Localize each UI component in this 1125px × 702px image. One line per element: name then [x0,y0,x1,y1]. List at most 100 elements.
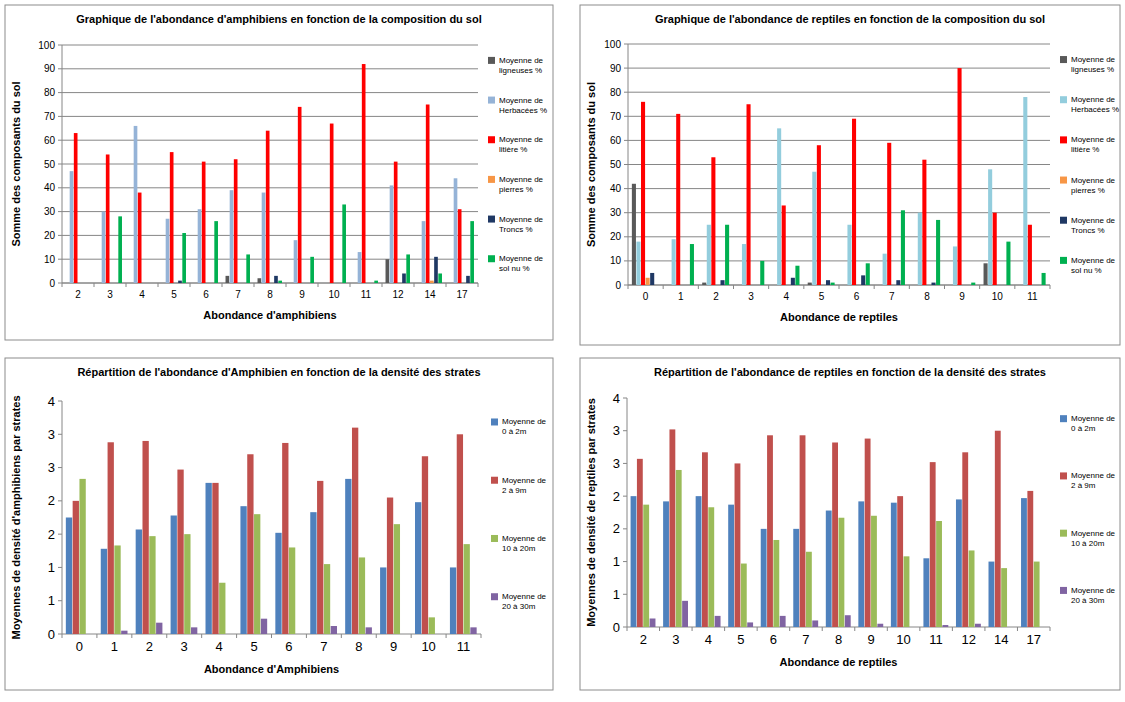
bar [839,518,845,627]
y-tick [58,500,62,501]
bar [294,240,298,283]
x-tick-label: 9 [299,289,305,300]
bar [247,454,253,634]
bar [676,114,680,285]
legend-label: Moyenne deHerbacées % [499,96,547,115]
bar [457,434,463,634]
legend-swatch [1060,136,1067,143]
y-tick-label: 70 [44,111,56,122]
bar [171,516,177,634]
y-tick [623,627,627,628]
x-tick-label: 7 [320,639,327,654]
bar [690,244,694,285]
bars [66,428,477,634]
y-axis [62,45,63,283]
bar [324,564,330,634]
x-tick-label: 2 [75,289,81,300]
legend-swatch [1060,217,1067,224]
y-tick [623,430,627,431]
bar [458,209,462,283]
bar [852,119,856,285]
bar [711,157,715,285]
bar [435,634,441,635]
y-tick [58,467,62,468]
bar [114,545,120,634]
bar [289,547,295,634]
bar [1021,498,1027,627]
bar [74,133,78,283]
bar [166,219,170,283]
x-tick [190,283,191,287]
grid-line [62,164,478,165]
x-tick-label: 5 [171,289,177,300]
bar [923,558,929,627]
y-tick-label: 80 [44,87,56,98]
bar [258,278,262,283]
y-tick [623,463,627,464]
bar [655,285,659,286]
grid-line [628,140,1050,141]
x-tick-label: 8 [924,291,930,302]
y-axis [627,398,628,627]
legend-label: Moyenne deligneuses % [1071,55,1116,74]
bar [370,283,374,284]
bar [178,281,182,283]
bar [936,220,940,285]
grid-line [62,92,478,93]
x-tick-label: 11 [929,632,943,647]
bar [681,285,685,286]
bar [913,285,917,286]
page: Graphique de l'abondance d'amphibiens en… [0,0,1125,702]
y-axis [62,401,63,634]
x-tick-label: 10 [328,289,340,300]
y-tick [58,235,62,236]
y-tick [58,434,62,435]
x-tick-label: 5 [737,632,744,647]
x-tick [979,285,980,289]
bar [751,285,755,286]
bar [82,283,86,284]
bar [429,617,435,634]
x-tick [663,285,664,289]
bar [322,283,326,284]
bar [989,562,995,627]
legend-swatch [1060,415,1067,422]
x-tick [944,285,945,289]
bar [426,105,430,284]
bar [930,462,936,627]
bar [136,529,142,634]
bar [904,556,910,627]
x-tick [919,627,920,631]
bar [725,225,729,285]
x-tick [286,283,287,287]
bar [418,283,422,284]
grid-line [628,188,1050,189]
x-tick-label: 2 [713,291,719,302]
grid-line [62,187,478,188]
bar [386,259,390,283]
bar [342,204,346,283]
bar [296,634,302,635]
legend-label: Moyenne depierres % [1071,176,1116,195]
bar [826,280,830,285]
x-axis-title: Abondance d'Amphibiens [204,663,339,675]
bar [230,190,234,283]
y-tick-label: 70 [610,111,622,122]
y-tick [58,164,62,165]
x-tick [822,627,823,631]
x-tick [874,285,875,289]
y-tick [623,398,627,399]
x-tick-label: 4 [783,291,789,302]
bar [450,283,454,284]
bar [967,285,971,286]
x-tick-label: 0 [643,291,649,302]
y-tick [624,212,628,213]
x-tick [984,627,985,631]
bar [262,193,266,283]
bar [406,254,410,283]
legend-swatch [488,216,495,223]
bar [398,283,402,284]
x-tick [341,634,342,638]
bar [786,285,790,286]
bar [995,431,1001,627]
